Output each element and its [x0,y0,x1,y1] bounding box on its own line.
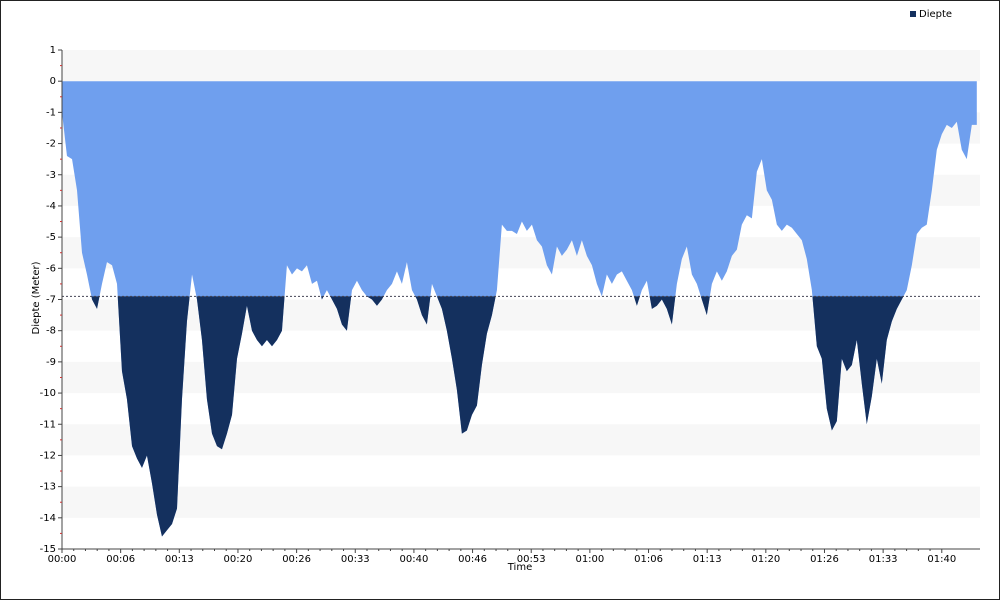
y-tick-label: -9 [46,357,56,368]
y-tick-label: -15 [40,544,56,555]
x-tick-label: 00:20 [224,554,253,565]
y-tick-label: -1 [46,107,56,118]
y-tick-label: -13 [40,482,56,493]
x-tick-label: 00:00 [48,554,77,565]
y-tick-label: -8 [46,326,56,337]
y-tick-label: -3 [46,170,56,181]
y-axis-label: Diepte (Meter) [31,261,42,334]
y-tick-label: -11 [40,419,56,430]
x-tick-label: 01:26 [810,554,839,565]
y-tick-label: -12 [40,450,56,461]
x-tick-label: 00:13 [165,554,194,565]
y-tick-label: -5 [46,232,56,243]
x-tick-label: 00:26 [282,554,311,565]
area-lower [91,296,904,537]
x-tick-label: 01:06 [634,554,663,565]
x-tick-label: 01:13 [693,554,722,565]
legend-label: Diepte [919,9,952,20]
x-tick-label: 00:46 [458,554,487,565]
x-tick-label: 01:40 [927,554,956,565]
x-tick-label: 00:33 [341,554,370,565]
x-tick-label: 00:40 [400,554,429,565]
x-tick-label: 00:06 [106,554,135,565]
y-tick-label: -2 [46,139,56,150]
x-tick-label: 01:20 [751,554,780,565]
grid-band [62,486,980,518]
y-tick-label: 0 [50,76,56,87]
x-axis-label: Time [507,562,532,573]
y-tick-label: -10 [40,388,56,399]
y-tick-label: -7 [46,295,56,306]
grid-band [62,424,980,456]
grid-band [62,361,980,394]
x-tick-label: 01:00 [575,554,604,565]
y-tick-label: -4 [46,201,56,212]
grid-band [62,50,980,82]
y-tick-label: 1 [50,45,56,56]
x-tick-label: 01:33 [869,554,898,565]
area-upper [62,81,977,537]
y-tick-label: -6 [46,263,56,274]
y-tick-label: -14 [40,513,56,524]
x-tick-label: 00:53 [517,554,546,565]
legend-swatch [910,11,916,17]
